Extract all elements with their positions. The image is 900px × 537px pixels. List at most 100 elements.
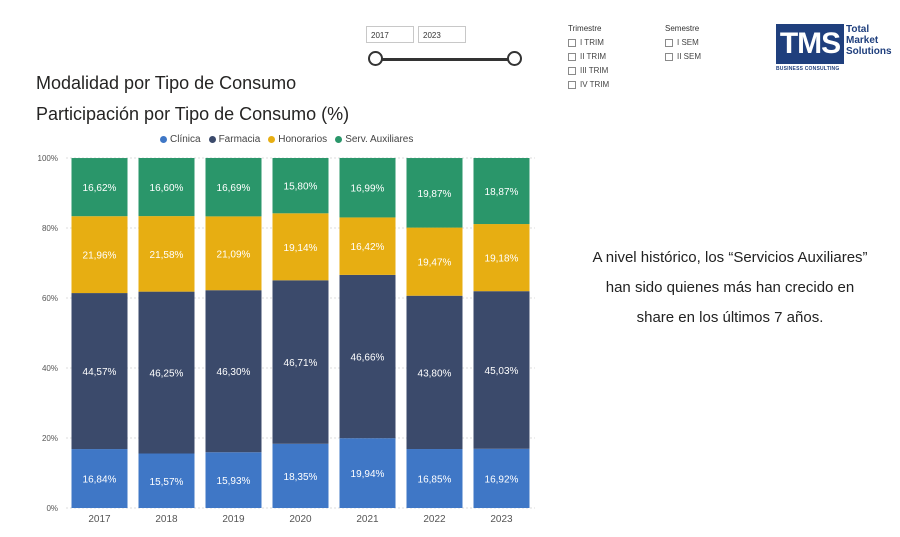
data-label: 16,84% bbox=[83, 475, 117, 486]
data-label: 44,57% bbox=[83, 367, 117, 378]
trimestre-filter-title: Trimestre bbox=[568, 24, 602, 33]
trimestre-option-3[interactable]: III TRIM bbox=[568, 66, 608, 75]
x-tick-label: 2019 bbox=[222, 514, 245, 525]
year-slider-end-handle[interactable] bbox=[507, 51, 522, 66]
checkbox-icon[interactable] bbox=[568, 80, 576, 89]
data-label: 46,71% bbox=[284, 358, 318, 369]
bar-segment bbox=[272, 213, 329, 281]
year-end-input[interactable]: 2023 bbox=[418, 26, 466, 43]
checkbox-icon[interactable] bbox=[568, 66, 576, 75]
data-label: 16,92% bbox=[485, 474, 519, 485]
bar-segment bbox=[71, 158, 128, 217]
bar-segment bbox=[272, 158, 329, 214]
insight-annotation: A nivel histórico, los “Servicios Auxili… bbox=[592, 249, 868, 326]
logo-name: Total Market Solutions bbox=[846, 24, 892, 57]
y-tick-label: 100% bbox=[38, 154, 58, 163]
semestre-option-label: I SEM bbox=[677, 38, 699, 47]
year-start-input[interactable]: 2017 bbox=[366, 26, 414, 43]
data-label: 18,87% bbox=[485, 187, 519, 198]
legend-item[interactable]: Farmacia bbox=[208, 134, 261, 145]
trimestre-option-label: III TRIM bbox=[580, 66, 609, 75]
bar-segment bbox=[138, 216, 195, 292]
tms-logo: TMS Total Market Solutions BUSINESS CONS… bbox=[776, 24, 892, 72]
year-slider-start-handle[interactable] bbox=[368, 51, 383, 66]
legend-dot-icon bbox=[160, 136, 167, 143]
y-tick-label: 20% bbox=[42, 434, 58, 443]
y-tick-label: 60% bbox=[42, 294, 58, 303]
data-label: 19,18% bbox=[485, 254, 519, 265]
bar-segment bbox=[138, 453, 195, 508]
bar-segment bbox=[339, 217, 396, 275]
data-label: 19,94% bbox=[351, 469, 385, 480]
bar-segment bbox=[339, 157, 396, 218]
data-label: 46,66% bbox=[351, 353, 385, 364]
legend-dot-icon bbox=[335, 136, 343, 143]
legend-label: Serv. Auxiliares bbox=[345, 134, 414, 145]
data-label: 45,03% bbox=[485, 366, 519, 377]
checkbox-icon[interactable] bbox=[665, 38, 673, 47]
data-label: 16,99% bbox=[351, 184, 385, 195]
bar-segment bbox=[138, 158, 195, 217]
semestre-option-2[interactable]: II SEM bbox=[665, 52, 701, 61]
logo-line-2: Market bbox=[846, 35, 879, 46]
x-tick-label: 2018 bbox=[155, 514, 178, 525]
chart-title: Participación por Tipo de Consumo (%) bbox=[36, 104, 350, 124]
chart-legend: Clínica Farmacia Honorarios Serv. Auxiliare… bbox=[160, 134, 413, 145]
bar-segment bbox=[406, 295, 463, 450]
data-label: 16,42% bbox=[351, 242, 385, 253]
data-label: 16,69% bbox=[217, 183, 251, 194]
bar-segment bbox=[205, 452, 262, 508]
bar-segment bbox=[406, 227, 463, 296]
page-title: Modalidad por Tipo de Consumo bbox=[36, 73, 297, 93]
bar-segment bbox=[205, 157, 262, 217]
bar-segment bbox=[473, 158, 530, 225]
checkbox-icon[interactable] bbox=[568, 38, 576, 47]
trimestre-option-label: II TRIM bbox=[580, 52, 607, 61]
bar-segment bbox=[473, 224, 530, 292]
x-tick-label: 2020 bbox=[289, 514, 312, 525]
semestre-option-1[interactable]: I SEM bbox=[665, 38, 699, 47]
logo-line-3: Solutions bbox=[846, 46, 892, 57]
trimestre-option-2[interactable]: II TRIM bbox=[568, 52, 606, 61]
semestre-option-label: II SEM bbox=[677, 52, 702, 61]
data-label: 18,35% bbox=[284, 472, 318, 483]
logo-subtitle: BUSINESS CONSULTING bbox=[776, 66, 840, 72]
x-tick-label: 2017 bbox=[88, 514, 111, 525]
data-label: 46,25% bbox=[150, 369, 184, 380]
data-label: 43,80% bbox=[418, 368, 452, 379]
bar-segment bbox=[272, 443, 329, 508]
bar-segment bbox=[339, 438, 396, 508]
legend-label: Farmacia bbox=[218, 134, 261, 145]
y-tick-label: 0% bbox=[46, 504, 58, 513]
trimestre-option-4[interactable]: IV TRIM bbox=[568, 80, 609, 89]
bar-segment bbox=[205, 216, 262, 291]
legend-label: Honorarios bbox=[278, 134, 328, 145]
bar-segment bbox=[138, 291, 195, 454]
logo-line-1: Total bbox=[846, 24, 870, 35]
data-label: 21,58% bbox=[150, 250, 184, 261]
bar-segment bbox=[71, 216, 128, 294]
bar-segment bbox=[272, 280, 329, 444]
y-tick-label: 80% bbox=[42, 224, 58, 233]
data-label: 21,09% bbox=[217, 249, 251, 260]
bar-segment bbox=[406, 158, 463, 228]
bar-segment bbox=[205, 290, 262, 453]
trimestre-option-1[interactable]: I TRIM bbox=[568, 38, 604, 47]
data-label: 15,80% bbox=[284, 182, 318, 193]
checkbox-icon[interactable] bbox=[568, 52, 576, 61]
data-label: 16,62% bbox=[83, 183, 117, 194]
legend-label: Clínica bbox=[170, 134, 201, 145]
legend-item[interactable]: Honorarios bbox=[268, 134, 327, 145]
legend-item[interactable]: Serv. Auxiliares bbox=[335, 134, 413, 145]
bar-segment bbox=[71, 293, 128, 450]
bar-segment bbox=[71, 449, 128, 508]
legend-dot-icon bbox=[208, 136, 216, 143]
year-slider-track[interactable] bbox=[376, 58, 514, 61]
data-label: 19,14% bbox=[284, 243, 318, 254]
trimestre-option-label: IV TRIM bbox=[580, 80, 610, 89]
legend-item[interactable]: Clínica bbox=[160, 134, 201, 145]
bar-segment bbox=[339, 274, 396, 439]
y-tick-label: 40% bbox=[42, 364, 58, 373]
checkbox-icon[interactable] bbox=[665, 52, 673, 61]
